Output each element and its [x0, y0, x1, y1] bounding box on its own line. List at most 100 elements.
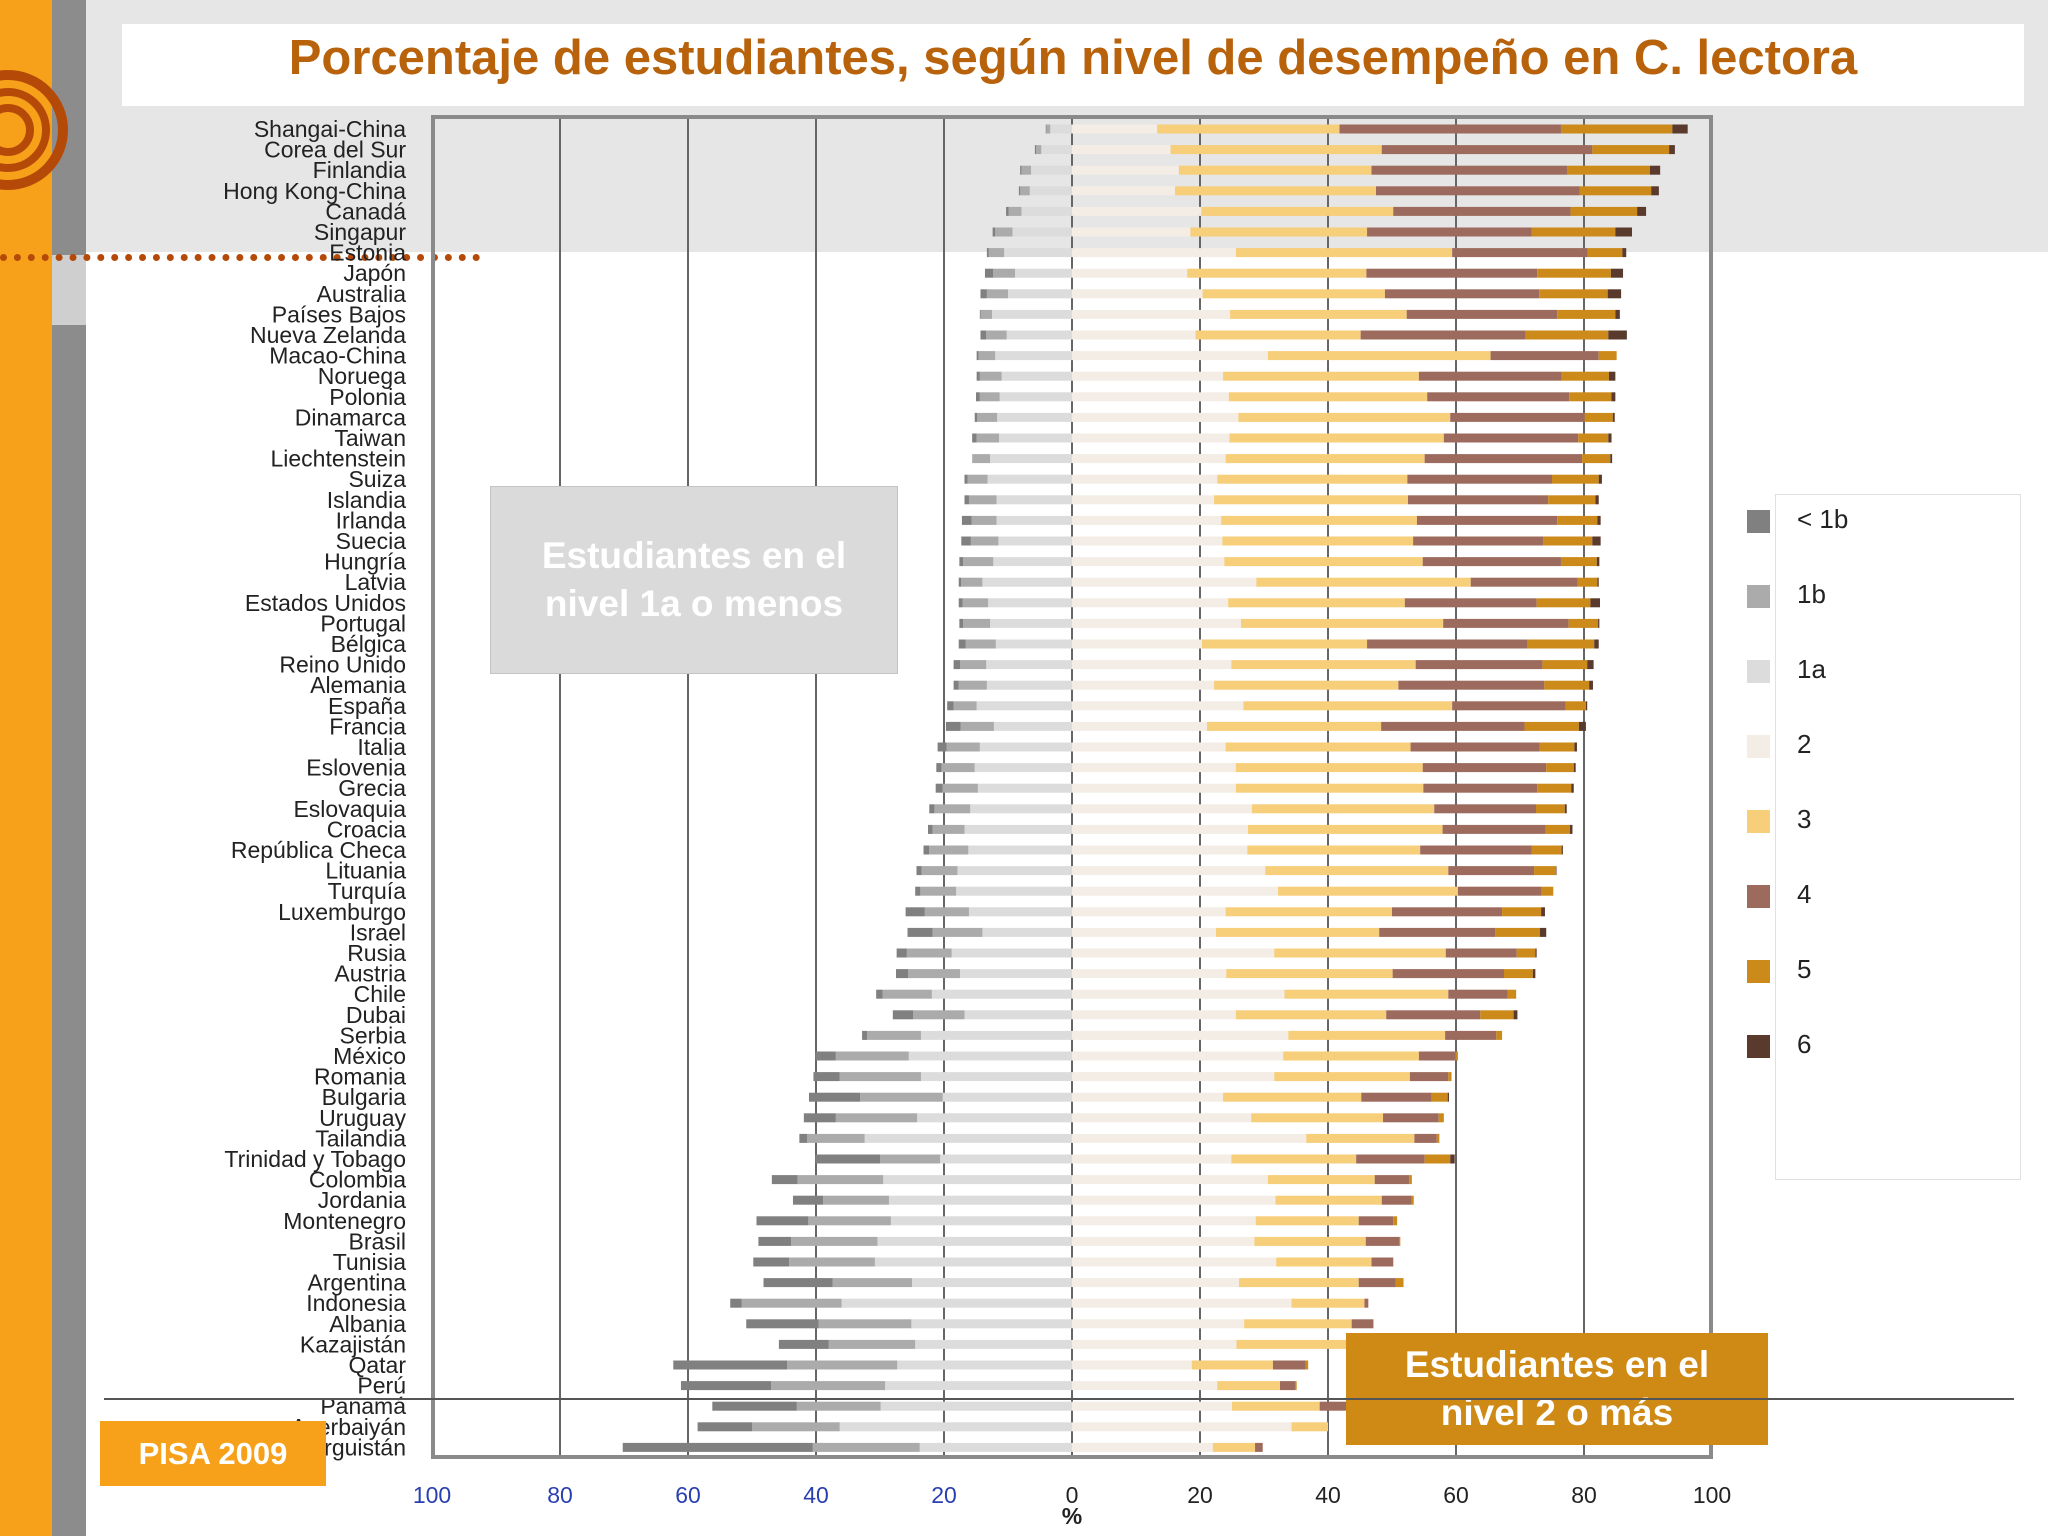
- legend-swatch: [1747, 885, 1770, 908]
- bar-segment: [923, 845, 930, 855]
- legend-label: 5: [1797, 954, 1812, 984]
- category-label: Rusia: [347, 940, 406, 966]
- bar-segment: [908, 969, 960, 979]
- category-label: Eslovenia: [306, 755, 406, 781]
- bar-segment: [929, 804, 935, 814]
- bar-segment: [835, 1051, 909, 1061]
- bar-segment: [1637, 206, 1647, 216]
- bar-segment: [919, 1442, 1072, 1452]
- category-label: Canadá: [325, 198, 406, 224]
- bar-segment: [1531, 227, 1616, 237]
- bar-segment: [815, 1154, 880, 1164]
- bar-segment: [907, 927, 933, 937]
- bar-segment: [999, 392, 1072, 402]
- bar-segment: [921, 866, 958, 876]
- bar-segment: [1295, 1381, 1297, 1391]
- bar-segment: [1201, 206, 1394, 216]
- bar-segment: [1574, 742, 1577, 752]
- bar-segment: [1240, 618, 1444, 628]
- bar-segment: [1447, 1092, 1449, 1102]
- bar-segment: [1392, 969, 1504, 979]
- category-label: Países Bajos: [272, 301, 406, 327]
- bar-segment: [1424, 454, 1583, 464]
- bar-segment: [915, 886, 921, 896]
- category-label: Bélgica: [331, 631, 407, 657]
- bar-segment: [911, 1319, 1072, 1329]
- bar-segment: [1072, 1175, 1268, 1185]
- bar-segment: [1072, 515, 1222, 525]
- bar-segment: [1239, 1278, 1359, 1288]
- category-label: Colombia: [309, 1167, 406, 1193]
- bar-segment: [1443, 433, 1579, 443]
- category-label: Qatar: [348, 1352, 406, 1378]
- bar-segment: [1223, 371, 1419, 381]
- bar-segment: [1448, 989, 1508, 999]
- bar-segment: [992, 309, 1072, 319]
- bar-segment: [1361, 1092, 1432, 1102]
- bar-segment: [968, 907, 1072, 917]
- bar-segment: [1415, 660, 1543, 670]
- bar-segment: [1371, 1257, 1394, 1267]
- bar-segment: [1532, 969, 1536, 979]
- bar-segment: [1399, 1236, 1401, 1246]
- category-label: Panamá: [320, 1393, 406, 1419]
- legend-swatch: [1747, 510, 1770, 533]
- bar-segment: [906, 948, 952, 958]
- bar-segment: [1615, 309, 1620, 319]
- bar-segment: [1552, 474, 1599, 484]
- x-tick-labels: 100 80 60 40 20 0 20 40 60 80 100: [413, 1482, 1731, 1508]
- bar-segment: [934, 804, 971, 814]
- bar-segment: [756, 1216, 809, 1226]
- bar-segment: [976, 351, 979, 361]
- bar-segment: [1597, 515, 1601, 525]
- bar-segment: [1072, 1257, 1277, 1267]
- bar-segment: [888, 1195, 1072, 1205]
- bar-segment: [1495, 927, 1540, 937]
- bar-segment: [972, 433, 977, 443]
- bar-segment: [880, 1154, 941, 1164]
- bar-segment: [1410, 742, 1540, 752]
- bar-segment: [1283, 1051, 1419, 1061]
- category-label: Dubai: [346, 1002, 406, 1028]
- bar-segment: [1542, 660, 1588, 670]
- bar-segment: [1536, 598, 1591, 608]
- bar-segment: [1490, 351, 1599, 361]
- bar-segment: [1274, 948, 1446, 958]
- bar-segment: [1445, 1030, 1497, 1040]
- bar-segment: [771, 1381, 886, 1391]
- bar-segment: [1072, 1298, 1292, 1308]
- bar-segment: [1364, 1298, 1369, 1308]
- bar-segment: [1072, 660, 1232, 670]
- bar-segment: [1448, 866, 1535, 876]
- bar-segment: [890, 1216, 1072, 1226]
- bar-segment: [1267, 1175, 1375, 1185]
- bar-segment: [1561, 845, 1563, 855]
- bar-segment: [1072, 618, 1241, 628]
- bar-segment: [1255, 1216, 1359, 1226]
- bar-segment: [1291, 1422, 1328, 1432]
- bar-segment: [940, 1154, 1072, 1164]
- bar-segment: [913, 1010, 965, 1020]
- bar-segment: [946, 742, 980, 752]
- bar-segment: [931, 989, 1072, 999]
- category-label: Croacia: [327, 816, 406, 842]
- category-label: Estados Unidos: [245, 590, 406, 616]
- bar-segment: [1545, 824, 1570, 834]
- bar-segment: [1597, 577, 1599, 587]
- bar-segment: [1450, 1154, 1455, 1164]
- bar-segment: [1236, 1339, 1350, 1349]
- bar-segment: [997, 412, 1072, 422]
- bar-segment: [1409, 1175, 1412, 1185]
- bar-segment: [1371, 165, 1568, 175]
- bar-segment: [896, 969, 909, 979]
- bar-segment: [1072, 804, 1252, 814]
- bar-segment: [1356, 1154, 1425, 1164]
- bar-segment: [1537, 268, 1611, 278]
- bar-segment: [1072, 1360, 1192, 1370]
- bar-segment: [1535, 948, 1537, 958]
- bar-segment: [1408, 495, 1549, 505]
- bar-segment: [1384, 289, 1540, 299]
- category-label: Hungría: [324, 549, 406, 575]
- bar-segment: [1221, 515, 1417, 525]
- category-label: Shangai-China: [254, 116, 406, 142]
